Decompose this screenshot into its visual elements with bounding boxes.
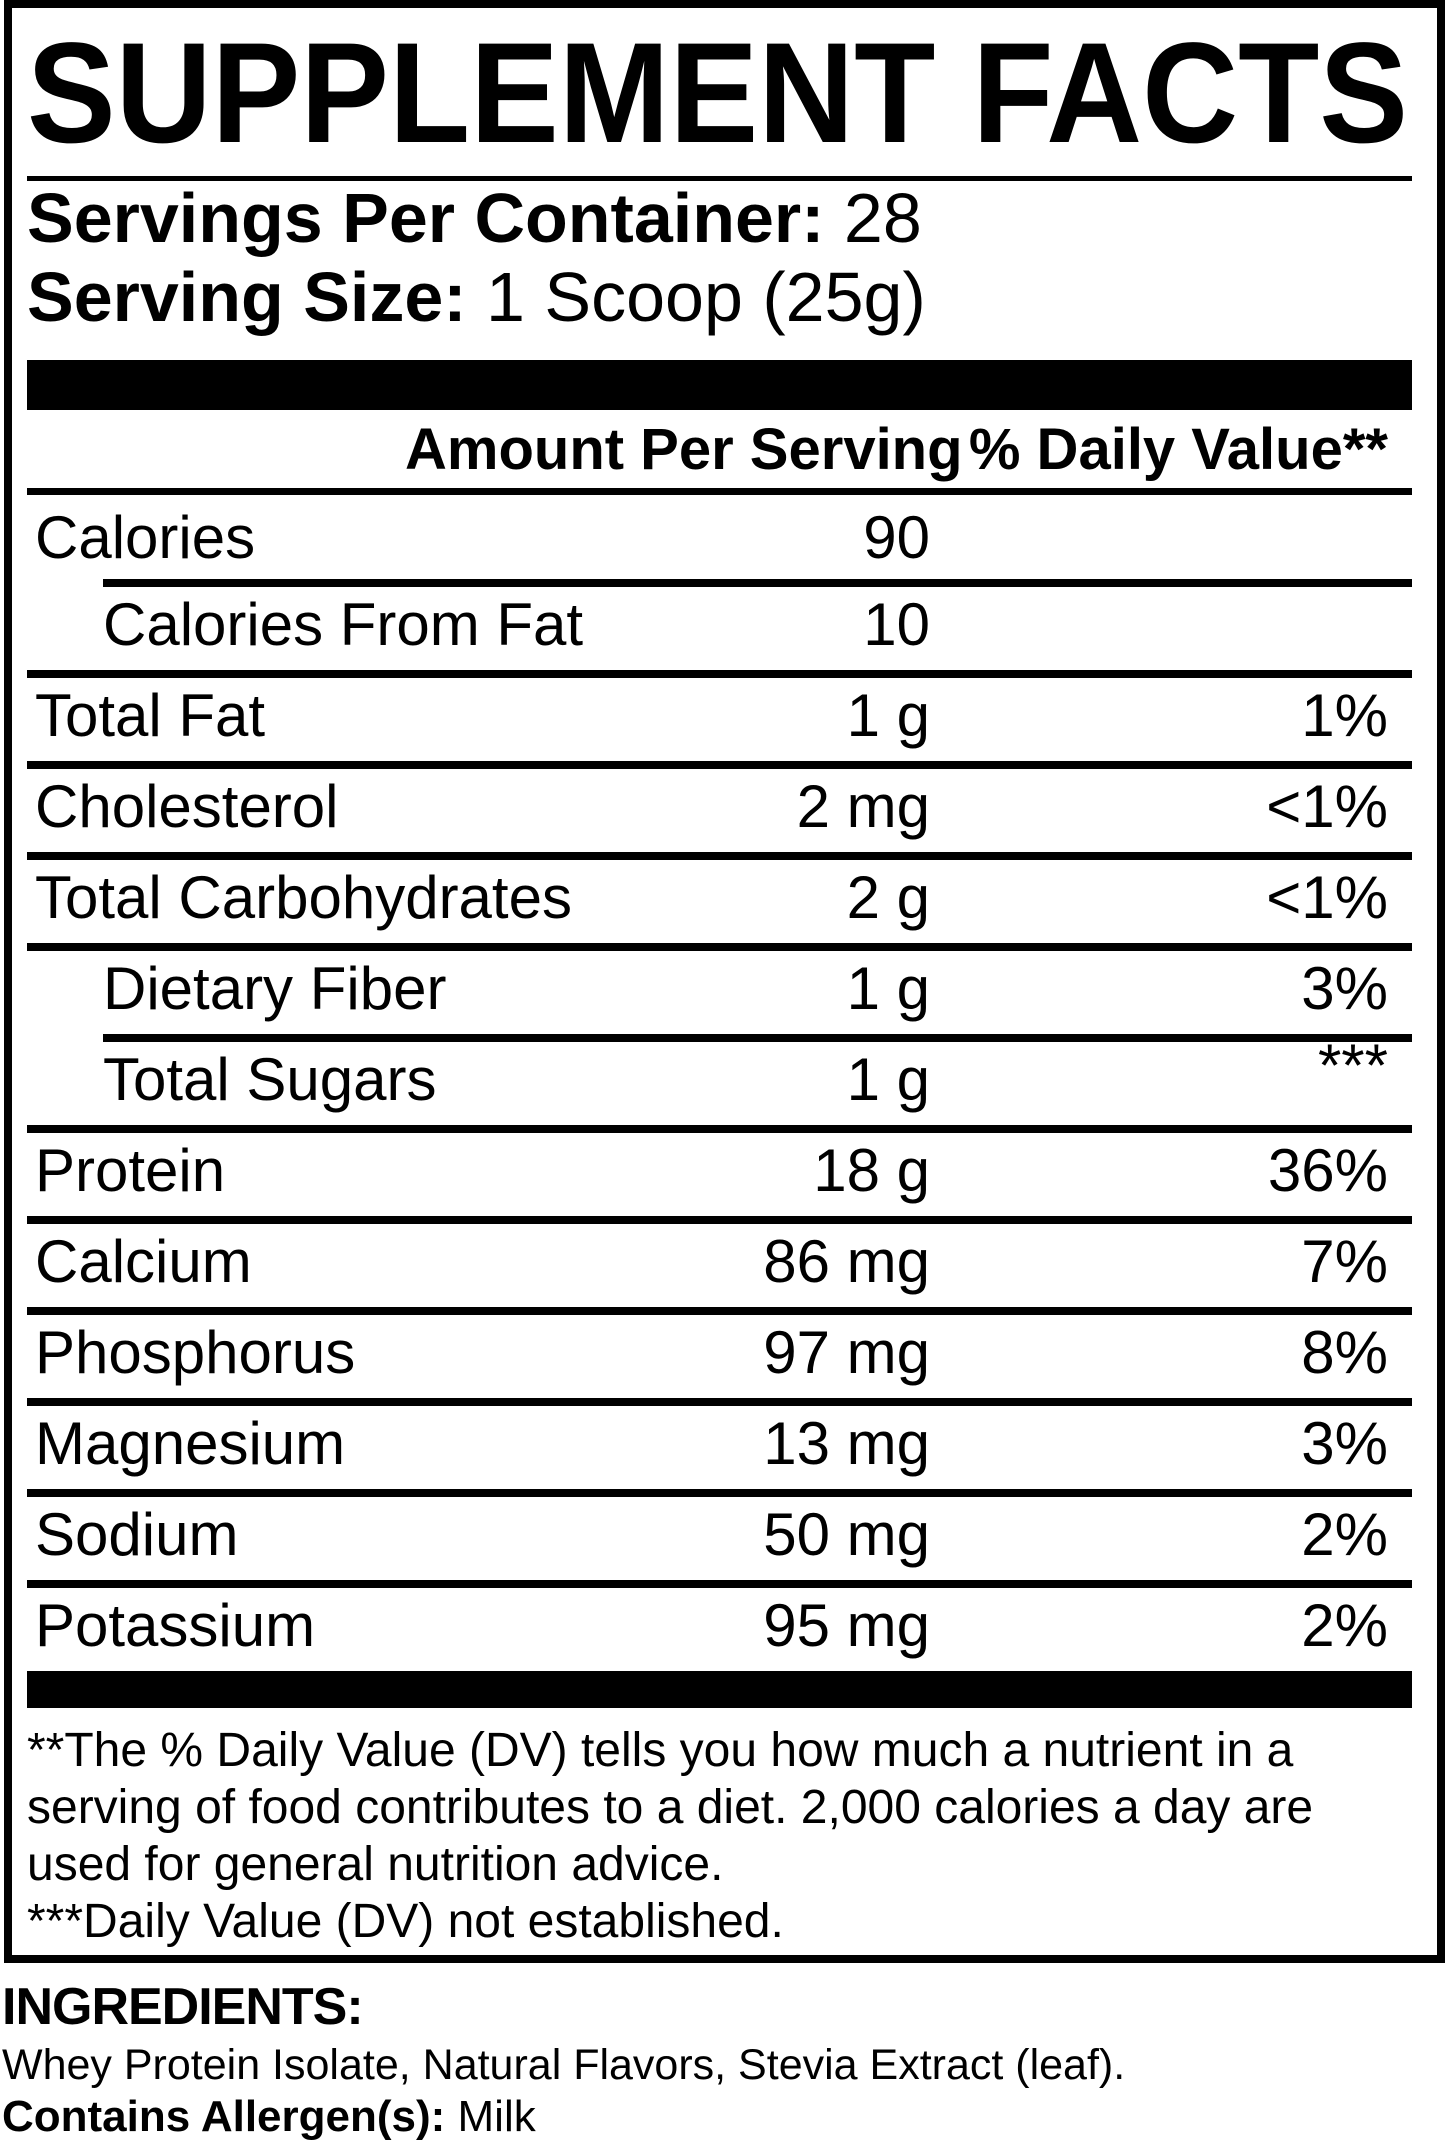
nutrient-name: Cholesterol [35, 773, 339, 840]
bottom-separator-bar [27, 1671, 1412, 1708]
nutrient-row: Dietary Fiber 1 g 3% [27, 943, 1412, 1034]
nutrient-amount: 2 mg [796, 773, 930, 840]
serving-size-line: Serving Size: 1 Scoop (25g) [27, 261, 1412, 334]
nutrient-amount: 86 mg [763, 1228, 930, 1295]
serving-size-value: 1 Scoop (25g) [486, 258, 926, 336]
nutrient-row: Total Sugars 1 g *** [27, 1032, 1412, 1125]
footnotes: **The % Daily Value (DV) tells you how m… [27, 1708, 1412, 1950]
nutrient-row: Calories From Fat 10 [27, 579, 1412, 670]
nutrient-name: Calories [35, 503, 256, 571]
nutrient-row: Calcium 86 mg 7% [27, 1216, 1412, 1307]
nutrient-amount: 97 mg [763, 1319, 930, 1386]
servings-label: Servings Per Container: [27, 179, 825, 257]
allergen-line: Contains Allergen(s): Milk [2, 2095, 1445, 2139]
nutrient-dv: 7% [1301, 1228, 1388, 1295]
daily-value-header: % Daily Value** [968, 416, 1388, 482]
nutrient-amount: 10 [863, 591, 930, 658]
nutrient-name: Potassium [35, 1592, 316, 1659]
nutrient-row: Protein 18 g 36% [27, 1125, 1412, 1216]
ingredients-section: INGREDIENTS: Whey Protein Isolate, Natur… [2, 1979, 1445, 2139]
nutrient-row: Total Fat 1 g 1% [27, 670, 1412, 761]
ingredients-heading: INGREDIENTS: [2, 1978, 364, 2036]
nutrient-amount: 90 [863, 503, 930, 571]
ingredients-list: Whey Protein Isolate, Natural Flavors, S… [2, 2041, 1126, 2089]
nutrient-row: Total Carbohydrates 2 g <1% [27, 852, 1412, 943]
nutrient-dv: 2% [1301, 1501, 1388, 1568]
nutrient-row: Potassium 95 mg 2% [27, 1580, 1412, 1671]
nutrient-name: Sodium [35, 1501, 239, 1568]
panel-title-wrap: SUPPLEMENT FACTS [27, 27, 1408, 172]
nutrient-row: Cholesterol 2 mg <1% [27, 761, 1412, 852]
nutrient-name: Magnesium [35, 1410, 346, 1477]
serving-size-label: Serving Size: [27, 258, 467, 336]
servings-value: 28 [843, 179, 922, 257]
header-divider [27, 488, 1412, 495]
nutrient-dv: 2% [1301, 1592, 1388, 1659]
nutrient-name: Dietary Fiber [103, 955, 447, 1022]
panel-title: SUPPLEMENT FACTS [27, 27, 1408, 172]
nutrient-name: Protein [35, 1137, 226, 1204]
nutrient-name: Calcium [35, 1228, 252, 1295]
footnote-not-established: ***Daily Value (DV) not established. [27, 1895, 784, 1948]
title-divider [27, 176, 1412, 181]
nutrient-name: Calories From Fat [103, 591, 584, 658]
allergen-label: Contains Allergen(s): [2, 2092, 446, 2141]
nutrient-row: Phosphorus 97 mg 8% [27, 1307, 1412, 1398]
amount-per-serving-header: Amount Per Serving [405, 416, 963, 482]
nutrient-dv: <1% [1266, 864, 1388, 931]
nutrient-dv: 1% [1301, 682, 1388, 749]
nutrient-amount: 1 g [846, 682, 930, 749]
nutrient-amount: 2 g [846, 864, 930, 931]
nutrient-name: Total Sugars [103, 1046, 437, 1113]
footnote-daily-value: **The % Daily Value (DV) tells you how m… [27, 1724, 1314, 1891]
nutrient-dv: 3% [1301, 955, 1388, 1022]
nutrient-dv: <1% [1266, 773, 1388, 840]
nutrient-name: Total Carbohydrates [35, 864, 572, 931]
nutrient-amount: 95 mg [763, 1592, 930, 1659]
nutrient-dv: 8% [1301, 1319, 1388, 1386]
nutrient-amount: 1 g [846, 955, 930, 1022]
allergen-value: Milk [457, 2092, 536, 2141]
servings-per-container-line: Servings Per Container: 28 [27, 182, 1412, 255]
nutrient-row: Magnesium 13 mg 3% [27, 1398, 1412, 1489]
nutrient-table: Calories 90 Calories From Fat 10 Total F… [27, 495, 1412, 1671]
nutrient-dv: 36% [1267, 1137, 1388, 1204]
nutrient-amount: 1 g [846, 1046, 930, 1113]
nutrient-row: Sodium 50 mg 2% [27, 1489, 1412, 1580]
nutrient-row: Calories 90 [27, 495, 1412, 579]
table-header-row: Amount Per Serving % Daily Value** [27, 410, 1412, 488]
top-separator-bar [27, 360, 1412, 410]
nutrient-dv: 3% [1301, 1410, 1388, 1477]
nutrient-amount: 18 g [813, 1137, 930, 1204]
nutrient-amount: 13 mg [763, 1410, 930, 1477]
supplement-facts-panel: SUPPLEMENT FACTS Servings Per Container:… [4, 0, 1445, 1963]
nutrient-name: Phosphorus [35, 1319, 356, 1386]
nutrient-amount: 50 mg [763, 1501, 930, 1568]
nutrient-name: Total Fat [35, 682, 266, 749]
nutrient-dv: *** [1317, 1032, 1388, 1099]
